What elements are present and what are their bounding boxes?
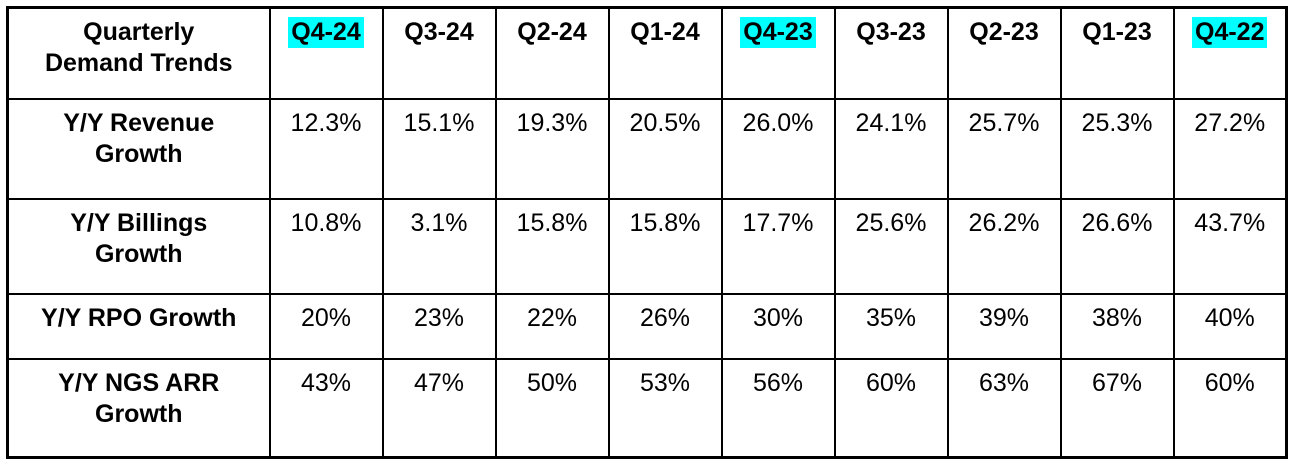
data-cell: 22%: [494, 292, 610, 360]
data-cell: 25.6%: [833, 197, 949, 295]
table-row-rpo-growth: Y/Y RPO Growth 20% 23% 22% 26% 30% 35% 3…: [6, 292, 1288, 360]
highlighted-quarter-label: Q4-22: [1192, 17, 1268, 48]
data-cell: 15.8%: [607, 197, 723, 295]
header-cell-q3-23: Q3-23: [833, 6, 949, 100]
data-cell: 27.2%: [1172, 97, 1288, 200]
row-label: Y/Y Revenue Growth: [63, 108, 215, 168]
data-cell: 53%: [607, 357, 723, 459]
data-cell: 15.8%: [494, 197, 610, 295]
header-cell-q4-24: Q4-24: [268, 6, 384, 100]
quarterly-demand-trends-table: Quarterly Demand Trends Q4-24 Q3-24 Q2-2…: [6, 6, 1288, 459]
data-cell: 23%: [381, 292, 497, 360]
data-cell: 25.3%: [1059, 97, 1175, 200]
quarter-label: Q1-24: [630, 18, 700, 46]
data-cell: 30%: [720, 292, 836, 360]
row-label-cell: Y/Y NGS ARR Growth: [6, 357, 271, 459]
quarter-label: Q2-24: [517, 18, 587, 46]
table-row-revenue-growth: Y/Y Revenue Growth 12.3% 15.1% 19.3% 20.…: [6, 97, 1288, 200]
row-label: Y/Y Billings Growth: [70, 208, 208, 268]
data-cell: 50%: [494, 357, 610, 459]
row-label: Y/Y NGS ARR Growth: [58, 368, 220, 428]
data-cell: 12.3%: [268, 97, 384, 200]
highlighted-quarter-label: Q4-24: [288, 17, 364, 48]
data-cell: 60%: [833, 357, 949, 459]
data-cell: 40%: [1172, 292, 1288, 360]
header-cell-q4-23: Q4-23: [720, 6, 836, 100]
data-cell: 10.8%: [268, 197, 384, 295]
data-cell: 26.6%: [1059, 197, 1175, 295]
data-cell: 38%: [1059, 292, 1175, 360]
data-cell: 20%: [268, 292, 384, 360]
table-title: Quarterly Demand Trends: [44, 18, 233, 77]
highlighted-quarter-label: Q4-23: [740, 17, 816, 48]
table-title-cell: Quarterly Demand Trends: [6, 6, 271, 100]
table-row-ngs-arr-growth: Y/Y NGS ARR Growth 43% 47% 50% 53% 56% 6…: [6, 357, 1288, 459]
data-cell: 67%: [1059, 357, 1175, 459]
header-cell-q1-24: Q1-24: [607, 6, 723, 100]
row-label-cell: Y/Y Revenue Growth: [6, 97, 271, 200]
row-label: Y/Y RPO Growth: [41, 303, 237, 332]
table-row-billings-growth: Y/Y Billings Growth 10.8% 3.1% 15.8% 15.…: [6, 197, 1288, 295]
data-cell: 19.3%: [494, 97, 610, 200]
data-cell: 43.7%: [1172, 197, 1288, 295]
data-cell: 39%: [946, 292, 1062, 360]
quarter-label: Q1-23: [1082, 18, 1152, 46]
header-cell-q2-24: Q2-24: [494, 6, 610, 100]
header-cell-q3-24: Q3-24: [381, 6, 497, 100]
quarter-label: Q3-23: [856, 18, 926, 46]
header-cell-q4-22: Q4-22: [1172, 6, 1288, 100]
quarter-label: Q3-24: [404, 18, 474, 46]
data-cell: 20.5%: [607, 97, 723, 200]
data-cell: 47%: [381, 357, 497, 459]
header-row: Quarterly Demand Trends Q4-24 Q3-24 Q2-2…: [6, 6, 1288, 100]
data-cell: 24.1%: [833, 97, 949, 200]
data-cell: 17.7%: [720, 197, 836, 295]
data-cell: 60%: [1172, 357, 1288, 459]
data-cell: 15.1%: [381, 97, 497, 200]
quarter-label: Q2-23: [969, 18, 1039, 46]
data-cell: 43%: [268, 357, 384, 459]
data-cell: 26.2%: [946, 197, 1062, 295]
data-cell: 63%: [946, 357, 1062, 459]
row-label-cell: Y/Y RPO Growth: [6, 292, 271, 360]
data-cell: 56%: [720, 357, 836, 459]
data-cell: 26%: [607, 292, 723, 360]
data-cell: 3.1%: [381, 197, 497, 295]
row-label-cell: Y/Y Billings Growth: [6, 197, 271, 295]
header-cell-q2-23: Q2-23: [946, 6, 1062, 100]
header-cell-q1-23: Q1-23: [1059, 6, 1175, 100]
data-cell: 26.0%: [720, 97, 836, 200]
data-cell: 35%: [833, 292, 949, 360]
data-cell: 25.7%: [946, 97, 1062, 200]
